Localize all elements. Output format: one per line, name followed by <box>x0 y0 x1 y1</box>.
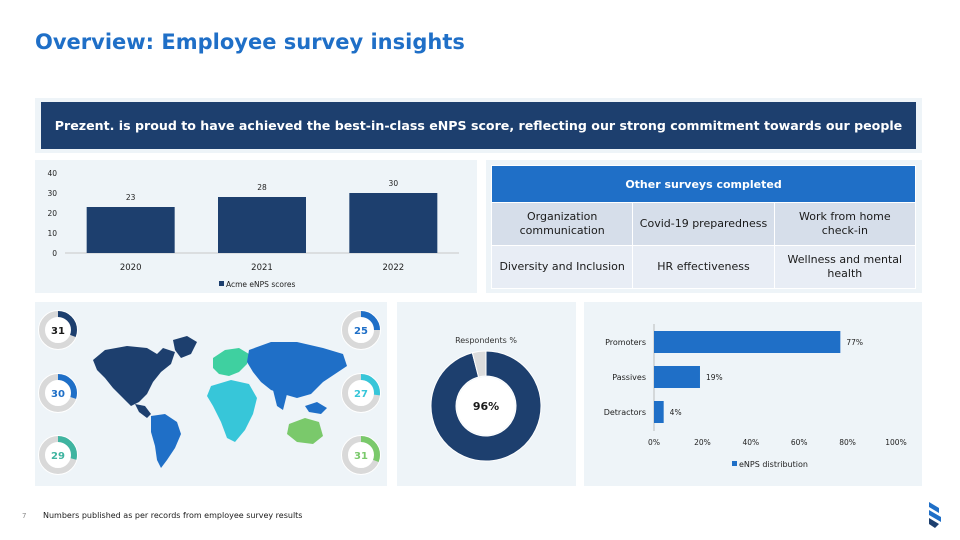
x-tick-label: 2020 <box>120 263 142 273</box>
table-cell: Work from home check-in <box>773 202 917 246</box>
ring-progress <box>342 374 380 412</box>
banner-panel: Prezent. is proud to have achieved the b… <box>35 98 922 153</box>
ring-value: 31 <box>51 326 65 337</box>
ring-value: 31 <box>354 451 368 462</box>
category-label: Promoters <box>605 338 646 347</box>
x-tick-label: 60% <box>791 438 808 447</box>
surveys-table: Other surveys completed Organization com… <box>490 165 917 289</box>
ring-progress <box>342 436 380 474</box>
y-tick-label: 20 <box>47 209 57 218</box>
x-tick-label: 2022 <box>383 263 405 273</box>
respondents-donut: Respondents % 96% <box>430 336 542 462</box>
bar <box>654 331 841 353</box>
data-label: 28 <box>257 183 267 192</box>
ring-progress <box>342 311 380 349</box>
y-tick-label: 30 <box>47 189 57 198</box>
table-cell: Wellness and mental health <box>773 245 917 289</box>
donut-slice <box>430 350 542 462</box>
category-label: Passives <box>612 373 646 382</box>
ring-value: 30 <box>51 389 65 400</box>
footer-note: Numbers published as per records from em… <box>43 511 303 520</box>
x-tick-label: 80% <box>839 438 856 447</box>
table-cell: Covid-19 preparedness <box>632 202 775 246</box>
bar <box>654 401 664 423</box>
enps-column-chart-panel: 0 10 20 30 40 23 2020 28 2021 30 2022 Acme eNPS sco… <box>35 160 477 293</box>
ring-progress <box>39 311 77 349</box>
world-map-panel: 31 30 29 25 27 31 <box>35 302 387 486</box>
table-cell: Organization communication <box>490 202 634 246</box>
ring-value: 29 <box>51 451 65 462</box>
ring-progress <box>39 374 77 412</box>
ring-value: 25 <box>354 326 368 337</box>
x-tick-label: 40% <box>742 438 759 447</box>
donut-slice <box>471 350 487 378</box>
bar <box>654 366 700 388</box>
data-label: 30 <box>389 179 399 188</box>
page-title: Overview: Employee survey insights <box>35 30 465 54</box>
table-cell: Diversity and Inclusion <box>490 245 634 289</box>
world-map-shapes <box>93 336 347 468</box>
x-tick-label: 100% <box>885 438 906 447</box>
banner-text: Prezent. is proud to have achieved the b… <box>41 102 916 149</box>
table-cell: HR effectiveness <box>632 245 775 289</box>
table-row: Organization communication Covid-19 prep… <box>490 202 917 246</box>
bar <box>349 193 438 253</box>
donut-center-label: 96% <box>473 400 499 413</box>
table-row: Diversity and Inclusion HR effectiveness… <box>490 245 917 289</box>
data-label: 4% <box>670 408 682 417</box>
legend-swatch <box>732 461 737 466</box>
donut-hole <box>457 377 515 435</box>
enps-distribution-chart: 0% 20% 40% 60% 80% 100% Promoters 77% Passives 19… <box>604 324 907 469</box>
y-tick-label: 0 <box>52 249 57 258</box>
y-tick-label: 10 <box>47 229 57 238</box>
x-tick-label: 2021 <box>251 263 273 273</box>
data-label: 23 <box>126 193 136 202</box>
data-label: 19% <box>706 373 723 382</box>
ring-value: 27 <box>354 389 368 400</box>
legend-label: eNPS distribution <box>739 460 808 469</box>
chart-title: Respondents % <box>455 336 517 345</box>
x-tick-label: 0% <box>648 438 660 447</box>
data-label: 77% <box>846 338 863 347</box>
legend-swatch <box>219 281 224 286</box>
legend-label: Acme eNPS scores <box>226 280 295 289</box>
company-logo <box>929 502 941 528</box>
surveys-table-header: Other surveys completed <box>491 165 916 203</box>
surveys-table-panel: Other surveys completed Organization com… <box>486 160 922 293</box>
world-map: 31 30 29 25 27 31 <box>38 310 381 475</box>
y-tick-label: 40 <box>47 169 57 178</box>
region-rings: 31 30 29 25 27 31 <box>38 310 381 475</box>
page-number: 7 <box>22 512 27 520</box>
bar <box>218 197 306 253</box>
respondents-donut-panel: Respondents % 96% <box>397 302 576 486</box>
category-label: Detractors <box>604 408 646 417</box>
bar <box>86 207 175 253</box>
enps-distribution-panel: 0% 20% 40% 60% 80% 100% Promoters 77% Passives 19… <box>584 302 922 486</box>
ring-progress <box>39 436 77 474</box>
x-tick-label: 20% <box>694 438 711 447</box>
enps-column-chart: 0 10 20 30 40 23 2020 28 2021 30 2022 Acme eNPS sco… <box>47 169 459 289</box>
